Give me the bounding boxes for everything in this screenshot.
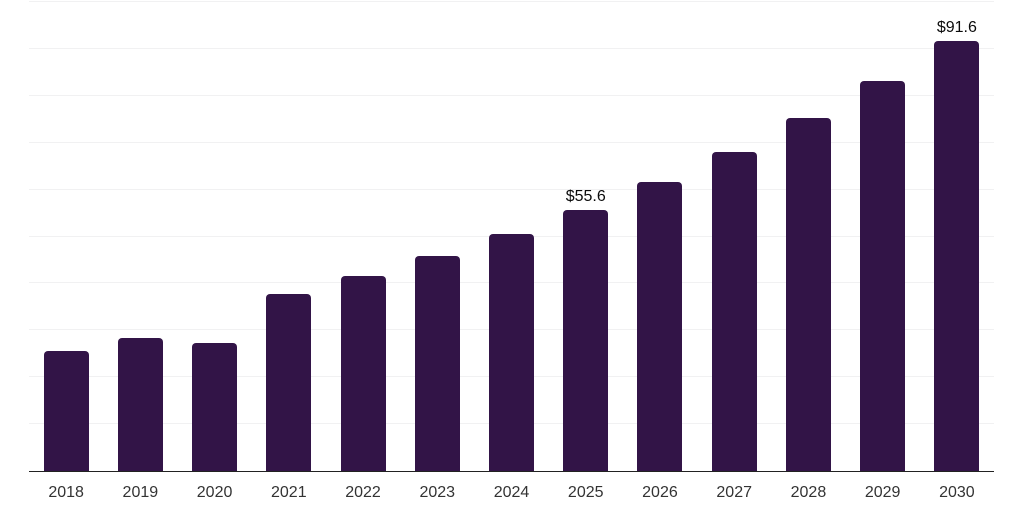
bar-2026 <box>637 182 683 471</box>
bar-2029 <box>860 80 906 471</box>
gridline-60 <box>29 188 994 190</box>
x-tick-label-2028: 2028 <box>790 484 827 501</box>
gridline-80 <box>29 94 994 96</box>
bars-layer: $55.6 $91.6 <box>29 2 994 471</box>
bar-2022 <box>340 275 386 471</box>
x-tick-label-2018: 2018 <box>48 484 84 501</box>
x-tick-label-2022: 2022 <box>345 484 381 501</box>
bar-2018 <box>43 351 89 471</box>
bar-value-label-2025: $55.6 <box>565 188 606 206</box>
bar-2023 <box>414 256 460 471</box>
x-tick-label-2019: 2019 <box>122 484 159 501</box>
bar-2024 <box>489 234 534 471</box>
gridline-100 <box>29 1 994 2</box>
x-tick-label-2026: 2026 <box>642 484 678 501</box>
bar-2030: $91.6 <box>934 19 980 471</box>
x-tick-label-2021: 2021 <box>271 484 307 501</box>
bar-2021 <box>266 294 312 471</box>
x-tick-label-2023: 2023 <box>419 484 456 501</box>
x-axis: 2018 2019 2020 2021 2022 2023 2024 2025 2026 2027… <box>29 484 994 506</box>
gridline-70 <box>29 141 994 143</box>
x-tick-label-2030: 2030 <box>939 484 975 501</box>
x-tick-label-2029: 2029 <box>864 484 901 501</box>
bar-2028 <box>785 117 831 471</box>
x-tick-label-2027: 2027 <box>716 484 752 501</box>
x-tick-label-2024: 2024 <box>493 484 530 501</box>
bar-2019 <box>117 337 163 471</box>
bar-value-label-2030: $91.6 <box>936 19 977 37</box>
bar-2027 <box>711 152 757 471</box>
x-tick-label-2020: 2020 <box>196 484 233 501</box>
gridline-90 <box>29 47 994 49</box>
plot-area: $55.6 $91.6 <box>29 1 994 472</box>
bar-2025: $55.6 <box>563 188 609 471</box>
x-tick-label-2025: 2025 <box>567 484 604 501</box>
bar-2020 <box>192 343 238 471</box>
